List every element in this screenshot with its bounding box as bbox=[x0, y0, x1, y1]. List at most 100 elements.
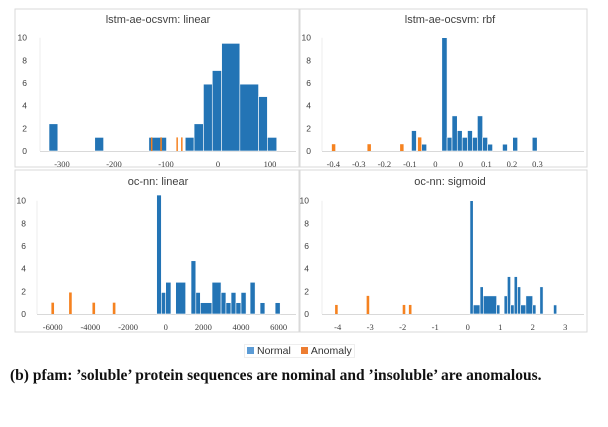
x-tick-label: -200 bbox=[106, 159, 122, 169]
y-tick-label: 8 bbox=[306, 55, 311, 65]
normal-bar bbox=[487, 143, 493, 152]
normal-bar bbox=[161, 292, 166, 315]
anomaly-bar bbox=[417, 137, 422, 151]
y-tick-label: 0 bbox=[304, 309, 309, 319]
x-tick-label: -4000 bbox=[80, 322, 100, 332]
normal-bar bbox=[258, 96, 268, 152]
anomaly-bar bbox=[400, 144, 404, 151]
normal-bar bbox=[461, 137, 468, 152]
normal-bar bbox=[274, 302, 281, 315]
normal-bar bbox=[451, 115, 458, 152]
y-tick-label: 8 bbox=[304, 218, 309, 228]
x-tick-label: 0 bbox=[164, 322, 168, 332]
normal-bar bbox=[520, 304, 527, 315]
anomaly-bar bbox=[402, 304, 406, 314]
normal-bar bbox=[467, 130, 473, 152]
anomaly-bar bbox=[331, 144, 336, 151]
normal-bar bbox=[195, 292, 201, 315]
normal-bar bbox=[507, 276, 511, 315]
x-tick-label: 2 bbox=[531, 322, 535, 332]
normal-bar bbox=[94, 137, 104, 152]
x-tick-label: 1 bbox=[498, 322, 502, 332]
x-tick-label: 4000 bbox=[233, 322, 250, 332]
y-tick-label: 4 bbox=[21, 264, 26, 274]
anomaly-bar bbox=[176, 137, 178, 151]
y-tick-label: 4 bbox=[304, 264, 309, 274]
x-tick-label: -2000 bbox=[118, 322, 138, 332]
panel-title: oc-nn: linear bbox=[128, 176, 189, 188]
panel-title: lstm-ae-ocsvm: linear bbox=[106, 14, 211, 26]
normal-bar bbox=[456, 130, 463, 152]
normal-bar bbox=[211, 70, 222, 152]
y-tick-label: 6 bbox=[22, 78, 27, 88]
x-tick-label: 0 bbox=[459, 159, 463, 169]
normal-bar bbox=[48, 123, 59, 152]
x-tick-label: -0.2 bbox=[378, 159, 391, 169]
normal-bar bbox=[221, 43, 241, 152]
normal-bar bbox=[230, 292, 237, 315]
anomaly-bar bbox=[366, 295, 370, 314]
anomaly-bar bbox=[408, 304, 412, 314]
normal-bar bbox=[532, 304, 537, 315]
normal-bar bbox=[469, 200, 474, 315]
normal-bar bbox=[502, 143, 508, 152]
anomaly-swatch bbox=[300, 347, 308, 354]
normal-bar bbox=[472, 304, 481, 315]
y-tick-label: 10 bbox=[18, 33, 28, 43]
panel-title: oc-nn: sigmoid bbox=[414, 176, 486, 188]
y-tick-label: 2 bbox=[306, 123, 311, 133]
x-tick-label: 6000 bbox=[270, 322, 287, 332]
normal-swatch bbox=[247, 347, 254, 354]
panel-frame bbox=[299, 169, 588, 333]
normal-bar bbox=[211, 281, 222, 315]
normal-bar bbox=[225, 302, 232, 315]
figure-caption: (b) pfam: ’soluble’ protein sequences ar… bbox=[10, 367, 542, 384]
normal-bar bbox=[512, 137, 518, 152]
normal-bar bbox=[482, 295, 497, 315]
y-tick-label: 10 bbox=[300, 196, 310, 206]
anomaly-bar bbox=[112, 302, 116, 314]
normal-bar bbox=[525, 295, 533, 315]
x-tick-label: 2000 bbox=[195, 322, 212, 332]
x-tick-label: 0.1 bbox=[481, 159, 492, 169]
normal-bar bbox=[531, 137, 538, 152]
normal-bar bbox=[200, 302, 213, 315]
x-tick-label: 3 bbox=[563, 322, 567, 332]
normal-bar bbox=[421, 143, 427, 152]
normal-bar bbox=[539, 286, 544, 315]
x-tick-label: -6000 bbox=[43, 322, 63, 332]
panel-title: lstm-ae-ocsvm: rbf bbox=[405, 14, 496, 26]
y-tick-label: 0 bbox=[21, 309, 26, 319]
x-tick-label: 100 bbox=[264, 159, 277, 169]
anomaly-bar bbox=[92, 302, 96, 314]
y-tick-label: 4 bbox=[22, 101, 27, 111]
x-tick-label: 0.3 bbox=[532, 159, 543, 169]
normal-bar bbox=[510, 304, 515, 315]
legend-normal: Normal bbox=[247, 345, 291, 357]
y-tick-label: 2 bbox=[22, 123, 27, 133]
normal-bar bbox=[553, 304, 558, 315]
normal-bar bbox=[148, 137, 167, 152]
normal-bar bbox=[175, 281, 186, 315]
y-tick-label: 10 bbox=[302, 33, 312, 43]
anomaly-bar bbox=[51, 302, 55, 314]
y-tick-label: 2 bbox=[21, 286, 26, 296]
normal-bar bbox=[193, 123, 204, 152]
x-tick-label: 0 bbox=[216, 159, 220, 169]
normal-bar bbox=[477, 115, 483, 152]
normal-bar bbox=[184, 137, 195, 152]
x-tick-label: 0 bbox=[433, 159, 437, 169]
normal-bar bbox=[156, 194, 162, 315]
normal-bar bbox=[513, 276, 518, 315]
x-tick-label: -1 bbox=[432, 322, 439, 332]
normal-bar bbox=[517, 286, 521, 315]
x-tick-label: 0 bbox=[466, 322, 470, 332]
y-tick-label: 6 bbox=[21, 241, 26, 251]
x-tick-label: -0.1 bbox=[403, 159, 416, 169]
x-tick-label: -0.3 bbox=[352, 159, 365, 169]
normal-bar bbox=[446, 137, 453, 152]
y-tick-label: 8 bbox=[21, 218, 26, 228]
anomaly-bar bbox=[181, 137, 183, 151]
normal-bar bbox=[239, 83, 259, 152]
